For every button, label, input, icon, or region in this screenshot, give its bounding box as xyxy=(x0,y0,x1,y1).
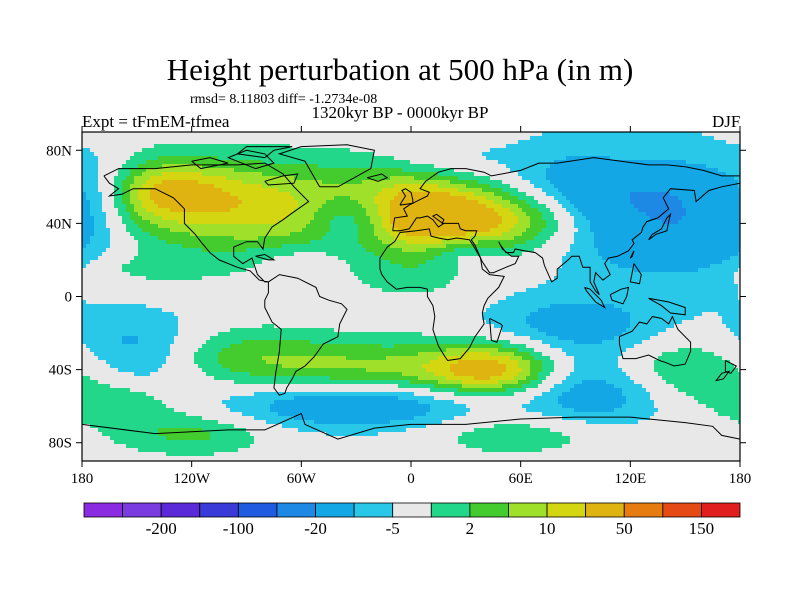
colorbar-label: -5 xyxy=(386,519,400,538)
lon-tick-label: 120W xyxy=(173,471,211,487)
coastline xyxy=(379,228,505,362)
stats-text: rmsd= 8.11803 diff= -1.2734e-08 xyxy=(190,92,378,107)
colorbar: -200 -100 -20 -5 2 10 50 150 xyxy=(83,502,741,538)
lon-tick-label: 120E xyxy=(614,471,646,487)
colorbar-swatch xyxy=(585,502,625,518)
coastline xyxy=(366,173,389,182)
colorbar-swatch xyxy=(508,502,548,518)
experiment-label: Expt = tFmEM-tfmea xyxy=(82,112,230,131)
coastline xyxy=(226,149,275,170)
coastline xyxy=(489,317,503,343)
coastline xyxy=(584,286,606,309)
colorbar-label: 50 xyxy=(616,519,633,538)
colorbar-swatch xyxy=(160,502,201,518)
colorbar-label: -200 xyxy=(146,519,177,538)
lon-tick-label: 60W xyxy=(287,471,317,487)
lon-tick-label: 0 xyxy=(407,471,415,487)
colorbar-swatch xyxy=(701,502,741,518)
colorbar-swatch xyxy=(662,502,702,518)
colorbar-label: 2 xyxy=(466,519,475,538)
colorbar-swatch xyxy=(546,502,587,518)
period-text: 1320kyr BP - 0000kyr BP xyxy=(311,103,489,122)
colorbar-swatch xyxy=(353,502,394,518)
colorbar-label: -20 xyxy=(304,519,327,538)
coastline xyxy=(629,250,635,259)
coastline xyxy=(236,146,293,159)
lat-tick-label: 40S xyxy=(49,363,72,379)
coastline xyxy=(648,297,686,316)
coastline xyxy=(103,162,310,283)
colorbar-swatch xyxy=(469,502,509,518)
lat-tick-label: 80N xyxy=(46,143,72,159)
coastline xyxy=(629,263,642,285)
lon-tick-label: 180 xyxy=(729,471,752,487)
colorbar-label: 10 xyxy=(539,519,556,538)
colorbar-swatch xyxy=(122,502,162,518)
colorbar-label: -100 xyxy=(223,519,254,538)
coastline xyxy=(648,212,672,241)
coastline xyxy=(81,412,741,440)
lat-tick-label: 0 xyxy=(65,290,73,306)
colorbar-swatch xyxy=(83,502,123,518)
season-label: DJF xyxy=(712,112,741,131)
coastline xyxy=(714,370,731,382)
colorbar-swatch xyxy=(392,502,432,518)
coastline xyxy=(392,157,741,296)
coastline xyxy=(191,157,229,170)
anomaly-field xyxy=(82,132,741,462)
coastline xyxy=(264,173,299,186)
coastlines xyxy=(81,144,741,440)
colorbar-swatch xyxy=(237,502,278,518)
coastline xyxy=(609,286,630,305)
colorbar-swatch xyxy=(276,502,316,518)
coastline xyxy=(264,274,348,396)
plot-title: Height perturbation at 500 hPa (in m) xyxy=(166,52,634,87)
lon-tick-label: 180 xyxy=(71,471,94,487)
lon-tick-label: 60E xyxy=(509,471,533,487)
coastline xyxy=(277,144,375,188)
coastline xyxy=(255,253,276,261)
colorbar-swatch xyxy=(623,502,664,518)
coastline xyxy=(399,188,414,206)
colorbar-swatch xyxy=(430,502,471,518)
lat-tick-label: 80S xyxy=(49,436,72,452)
colorbar-label: 150 xyxy=(689,519,715,538)
lat-tick-label: 40N xyxy=(46,216,72,232)
colorbar-swatch xyxy=(199,502,239,518)
coastline xyxy=(618,315,692,367)
axis-ticks: 80N 40N 0 40S 80S 180 120W 60W 0 60E 120E 180 xyxy=(46,126,751,487)
coastline xyxy=(724,360,738,374)
colorbar-swatch xyxy=(315,502,355,518)
